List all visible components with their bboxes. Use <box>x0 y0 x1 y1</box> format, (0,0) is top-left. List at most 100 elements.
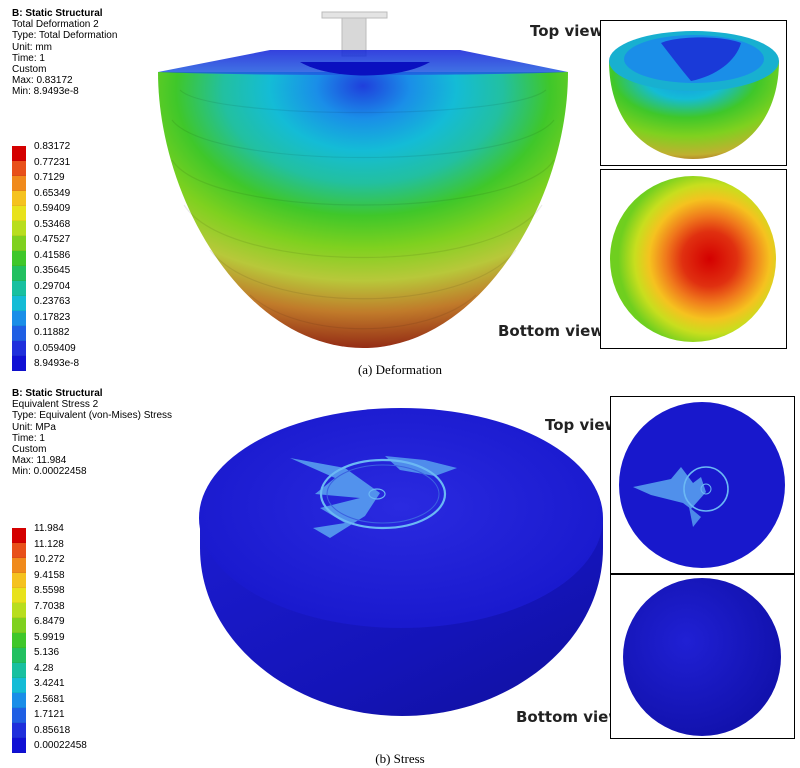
legend-swatch <box>12 281 26 296</box>
legend-label: 5.136 <box>34 647 60 658</box>
top-view-figure <box>619 402 785 568</box>
legend-label: 0.059409 <box>34 342 76 354</box>
legend-swatch <box>12 341 26 356</box>
legend-label: 5.9919 <box>34 631 65 643</box>
top-view-inset <box>610 396 795 574</box>
top-view-label: Top view <box>545 416 619 434</box>
legend-label: 0.00022458 <box>34 740 87 751</box>
legend-swatch <box>12 176 26 191</box>
legend-label: 8.9493e-8 <box>34 358 80 369</box>
legend-label: 0.77231 <box>34 156 71 168</box>
info-max: Max: 11.984 <box>12 455 67 467</box>
bottom-view-inset <box>600 169 787 349</box>
top-face <box>199 408 603 628</box>
legend-swatch <box>12 146 26 161</box>
legend-swatch <box>12 678 26 693</box>
legend-swatch <box>12 528 26 543</box>
legend-swatch <box>12 161 26 176</box>
legend-swatch <box>12 221 26 236</box>
legend-label: 0.47527 <box>34 234 71 245</box>
legend-swatch <box>12 573 26 588</box>
bottom-view-figure <box>610 176 776 342</box>
stress-panel: B: Static Structural Equivalent Stress 2… <box>0 384 800 768</box>
legend-label: 10.272 <box>34 554 65 565</box>
legend-swatch <box>12 266 26 281</box>
info-mode: Custom <box>12 64 47 76</box>
legend-label: 3.4241 <box>34 678 65 689</box>
legend-swatch <box>12 603 26 618</box>
bottom-view-inset <box>610 574 795 739</box>
stress-ring <box>319 458 447 530</box>
legend-swatch <box>12 618 26 633</box>
info-unit: Unit: MPa <box>12 421 56 433</box>
legend-label: 11.984 <box>34 523 64 534</box>
legend-swatch <box>12 251 26 266</box>
legend-swatch <box>12 311 26 326</box>
top-view-label: Top view <box>530 22 604 40</box>
legend-label: 0.29704 <box>34 280 71 292</box>
legend-label: 7.7038 <box>34 600 65 612</box>
info-type: Type: Equivalent (von-Mises) Stress <box>12 410 173 422</box>
contour-lines <box>171 89 555 330</box>
legend-label: 0.7129 <box>34 172 65 183</box>
legend-swatch <box>12 663 26 678</box>
hemisphere-body <box>158 72 568 348</box>
legend-swatch <box>12 543 26 558</box>
deformation-caption: (a) Deformation <box>357 362 443 377</box>
legend-label: 0.83172 <box>34 141 71 152</box>
stress-info: B: Static Structural Equivalent Stress 2… <box>12 388 172 478</box>
legend-label: 0.23763 <box>34 296 71 307</box>
legend-swatch <box>12 588 26 603</box>
stress-pattern <box>290 458 380 538</box>
stress-caption: (b) Stress <box>375 751 425 766</box>
legend-label: 1.7121 <box>34 709 65 720</box>
legend-label: 4.28 <box>34 662 54 674</box>
legend-swatches <box>12 528 26 753</box>
legend-label: 9.4158 <box>34 569 65 581</box>
info-name: Equivalent Stress 2 <box>12 399 99 411</box>
legend-swatch <box>12 296 26 311</box>
legend-label: 0.11882 <box>34 327 70 338</box>
legend-swatch <box>12 236 26 251</box>
top-view-figure <box>609 31 779 159</box>
legend-label: 8.5598 <box>34 585 65 596</box>
legend-label: 11.128 <box>34 538 64 550</box>
pin-head <box>321 11 388 19</box>
legend-label: 0.53468 <box>34 218 71 230</box>
legend-swatch <box>12 326 26 341</box>
legend-label: 0.59409 <box>34 203 71 214</box>
info-title: B: Static Structural <box>12 8 103 19</box>
info-unit: Unit: mm <box>12 41 52 53</box>
legend-label: 0.65349 <box>34 187 71 199</box>
legend-swatch <box>12 558 26 573</box>
info-mode: Custom <box>12 444 47 456</box>
info-time: Time: 1 <box>12 52 45 64</box>
info-min: Min: 8.9493e-8 <box>12 86 79 98</box>
info-title: B: Static Structural <box>12 388 103 399</box>
info-name: Total Deformation 2 <box>12 19 99 31</box>
info-max: Max: 0.83172 <box>12 75 73 87</box>
bottom-view-label: Bottom view <box>516 708 623 726</box>
info-min: Min: 0.00022458 <box>12 466 87 478</box>
stress-hemisphere-figure <box>199 408 603 716</box>
info-type: Type: Total Deformation <box>12 30 118 42</box>
legend-swatch <box>12 648 26 663</box>
legend-swatch <box>12 633 26 648</box>
bottom-view-figure <box>623 578 781 736</box>
legend-label: 0.85618 <box>34 724 71 736</box>
legend-label: 6.8479 <box>34 616 65 627</box>
legend-labels: 0.83172 0.77231 0.7129 0.65349 0.59409 0… <box>34 141 79 374</box>
legend-swatch <box>12 738 26 753</box>
deformation-panel: B: Static Structural Total Deformation 2… <box>12 8 787 377</box>
legend-label: 0.17823 <box>34 311 71 323</box>
deformation-info: B: Static Structural Total Deformation 2… <box>12 8 117 98</box>
legend-label: 0.35645 <box>34 265 71 276</box>
legend-swatch <box>12 708 26 723</box>
info-time: Time: 1 <box>12 432 45 444</box>
legend-swatch <box>12 723 26 738</box>
legend-label: 0.41586 <box>34 249 71 261</box>
legend-swatch <box>12 191 26 206</box>
bottom-view-label: Bottom view <box>498 322 605 340</box>
legend-label: 2.5681 <box>34 693 65 705</box>
legend-swatch <box>12 356 26 371</box>
